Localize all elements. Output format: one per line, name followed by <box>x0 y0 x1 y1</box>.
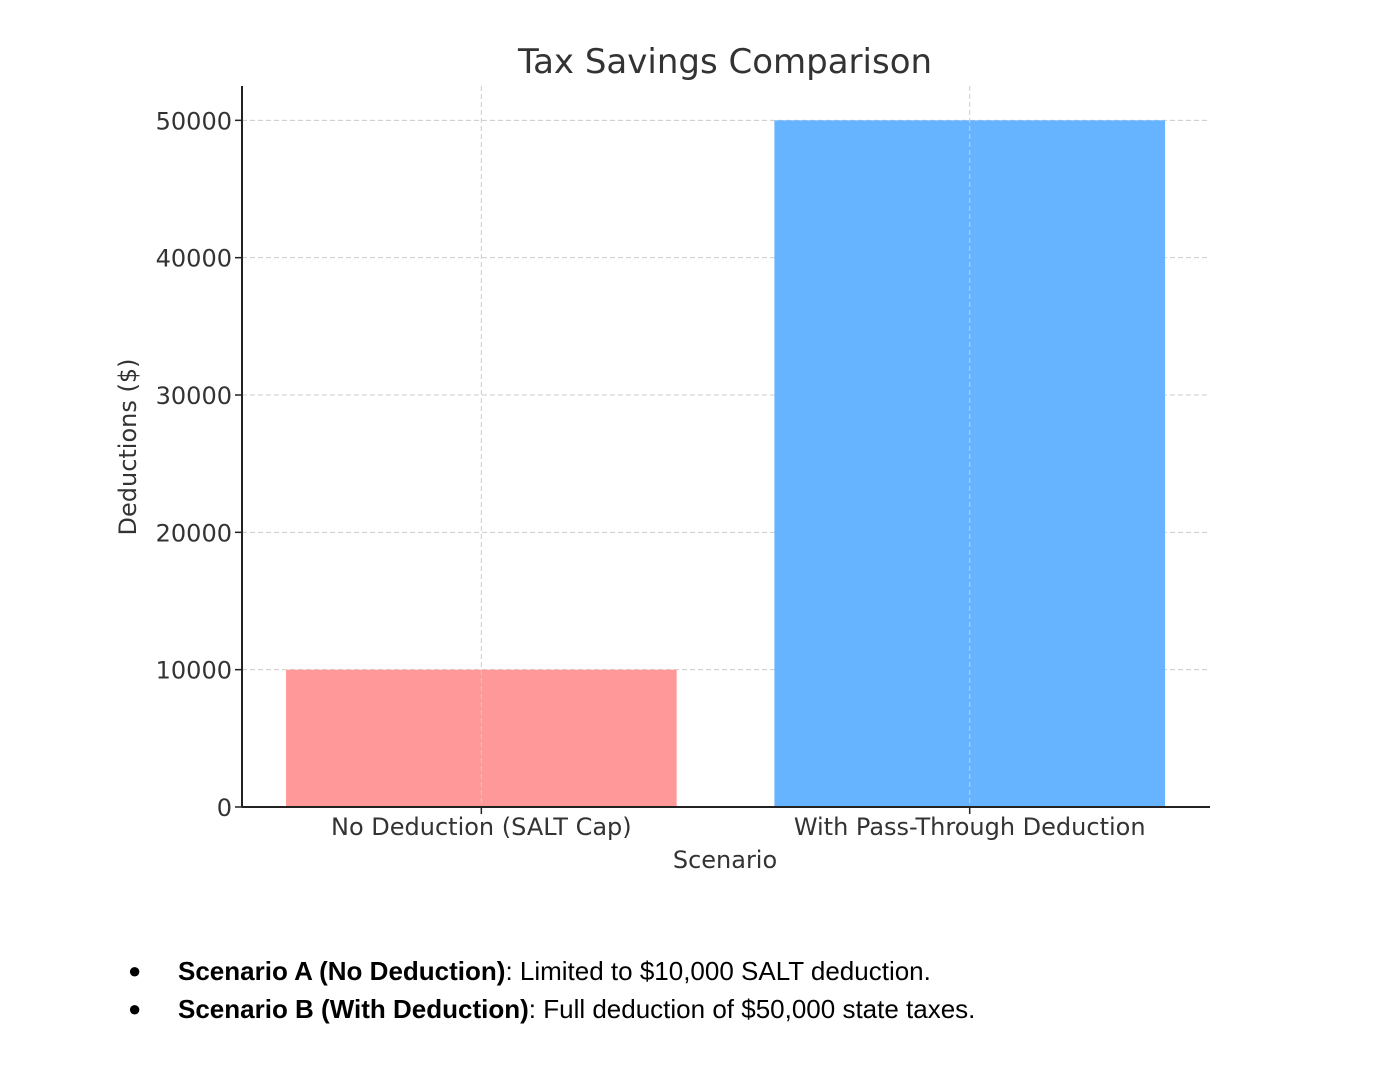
note-text: : Full deduction of $50,000 state taxes. <box>528 994 976 1024</box>
y-axis-label: Deductions ($) <box>114 359 142 536</box>
note-text: : Limited to $10,000 SALT deduction. <box>505 956 931 986</box>
x-tick-label: No Deduction (SALT Cap) <box>331 813 632 841</box>
bar-layer <box>286 120 1165 808</box>
x-tick-label: With Pass-Through Deduction <box>794 813 1146 841</box>
y-tick-label: 30000 <box>156 382 232 410</box>
bullet-icon: ● <box>128 958 142 983</box>
note-heading: Scenario A (No Deduction) <box>178 956 506 986</box>
note-item: ● Scenario A (No Deduction): Limited to $… <box>128 952 975 990</box>
bar-chart: Tax Savings Comparison 0 10000 20000 30000 4… <box>114 42 1210 874</box>
y-tick-label: 10000 <box>156 657 232 685</box>
notes-list: ● Scenario A (No Deduction): Limited to $… <box>128 952 975 1028</box>
axis-layer <box>235 86 1210 814</box>
bullet-icon: ● <box>128 996 142 1021</box>
y-tick-label: 20000 <box>156 519 232 547</box>
note-heading: Scenario B (With Deduction) <box>178 994 529 1024</box>
note-item: ● Scenario B (With Deduction): Full deduc… <box>128 990 975 1028</box>
vertical-grid-layer <box>480 86 971 807</box>
chart-title: Tax Savings Comparison <box>517 42 932 82</box>
y-tick-label: 0 <box>217 794 232 822</box>
x-axis-label: Scenario <box>673 846 777 874</box>
y-tick-label: 50000 <box>156 107 232 135</box>
y-tick-label: 40000 <box>156 245 232 273</box>
tick-label-layer: 0 10000 20000 30000 40000 50000 No Deduction (… <box>156 107 1146 841</box>
